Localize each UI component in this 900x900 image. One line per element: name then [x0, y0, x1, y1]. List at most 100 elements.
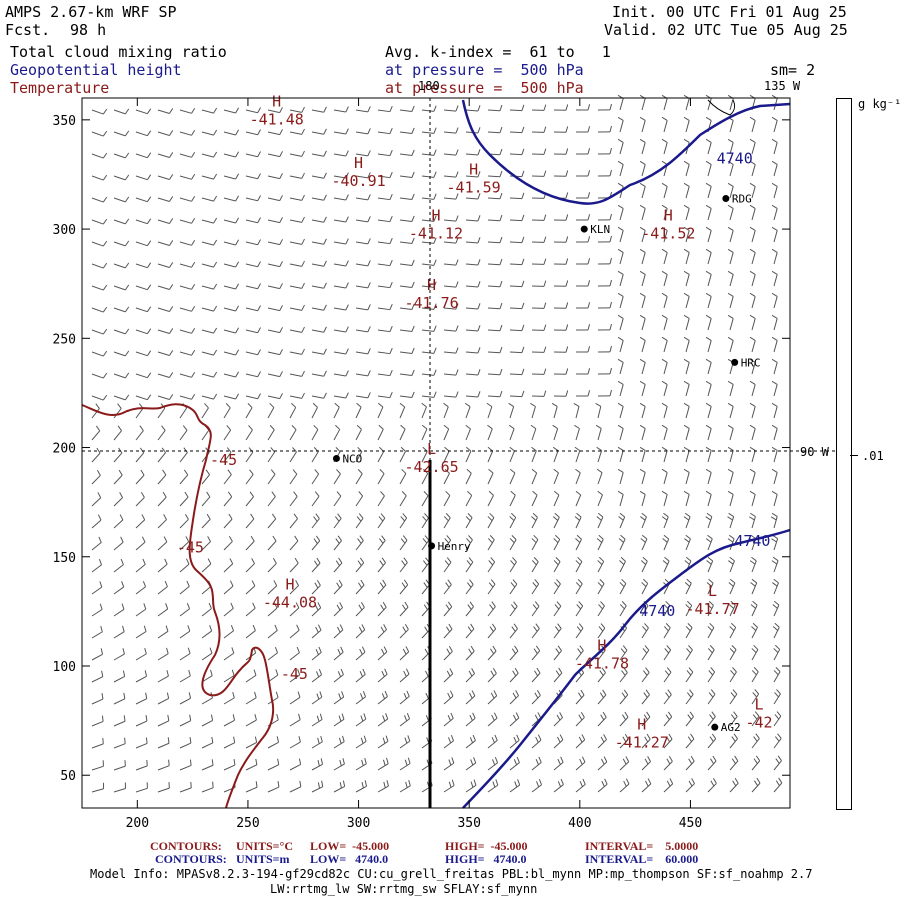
- wind-barb: [771, 556, 779, 573]
- wind-barb: [749, 512, 756, 529]
- wind-barb: [465, 535, 473, 551]
- wind-barb: [201, 625, 213, 639]
- wind-barb: [705, 534, 713, 551]
- wind-barb: [201, 371, 218, 378]
- wind-barb: [201, 491, 211, 507]
- wind-barb: [749, 248, 756, 265]
- wind-barb: [551, 402, 558, 419]
- wind-barb: [289, 469, 298, 485]
- wind-barb: [597, 103, 613, 111]
- wind-barb: [223, 217, 240, 224]
- wind-barb: [135, 670, 148, 683]
- wind-barb: [465, 391, 481, 398]
- wind-barb: [749, 380, 756, 397]
- wind-barb: [619, 711, 629, 727]
- wind-barb: [662, 534, 670, 551]
- wind-barb: [157, 670, 169, 683]
- wind-barb: [531, 689, 541, 705]
- wind-barb: [223, 195, 240, 202]
- wind-barb: [157, 603, 169, 617]
- wind-barb: [706, 578, 714, 595]
- wind-barb: [685, 645, 693, 661]
- wind-barb: [223, 173, 240, 180]
- wind-barb: [487, 690, 498, 705]
- wind-barb: [771, 380, 778, 397]
- wind-barb: [443, 490, 451, 507]
- wind-barb: [377, 601, 387, 617]
- wind-barb: [661, 248, 668, 265]
- wind-barb: [179, 261, 196, 268]
- wind-barb: [201, 283, 218, 290]
- wind-barb: [443, 557, 452, 573]
- wind-barb: [135, 284, 152, 291]
- wind-barb: [91, 394, 108, 401]
- x-tick-label: 200: [126, 816, 149, 831]
- wind-barb: [663, 755, 673, 771]
- wind-barb: [617, 402, 624, 419]
- wind-barb: [311, 557, 321, 573]
- wind-barb: [639, 446, 646, 463]
- wind-barb: [465, 468, 472, 485]
- wind-barb: [245, 349, 262, 356]
- station-label: Henry: [438, 540, 471, 553]
- wind-barb: [729, 777, 739, 793]
- wind-barb: [487, 280, 503, 288]
- wind-barb: [575, 623, 584, 639]
- wind-barb: [727, 534, 735, 551]
- wind-barb: [245, 425, 253, 441]
- wind-barb: [113, 394, 130, 401]
- wind-barb: [377, 281, 393, 289]
- wind-barb: [179, 393, 196, 400]
- wind-barb: [639, 336, 646, 353]
- wind-barb: [91, 670, 104, 683]
- wind-barb: [421, 281, 437, 288]
- wind-barb: [661, 380, 668, 397]
- extremum-type: H: [272, 93, 281, 111]
- extremum-value: -41.12: [409, 224, 463, 242]
- wind-barb: [641, 667, 650, 683]
- wind-barb: [509, 346, 525, 354]
- wind-barb: [377, 690, 388, 705]
- wind-barb: [421, 215, 437, 222]
- wind-barb: [639, 116, 646, 133]
- wind-barb: [377, 369, 393, 377]
- wind-barb: [773, 711, 782, 727]
- wind-barb: [333, 392, 349, 399]
- wind-barb: [245, 781, 258, 793]
- wind-barb: [333, 402, 340, 419]
- wind-barb: [245, 305, 262, 312]
- wind-barb: [683, 490, 690, 507]
- y-tick-label: 200: [53, 442, 76, 457]
- wind-barb: [639, 380, 646, 397]
- wind-barb: [575, 346, 591, 353]
- extremum-type: H: [597, 637, 606, 655]
- valid-time: Valid. 02 UTC Tue 05 Aug 25: [604, 21, 848, 39]
- wind-barb: [135, 603, 147, 617]
- wind-barb: [289, 691, 301, 705]
- wind-barb: [749, 490, 756, 507]
- wind-barb: [223, 647, 235, 661]
- wind-barb: [661, 138, 668, 155]
- wind-barb: [223, 535, 233, 551]
- wind-barb: [597, 323, 613, 331]
- wind-barb: [377, 391, 393, 399]
- wind-barb: [531, 645, 541, 661]
- wind-barb: [465, 347, 481, 354]
- wind-barb: [355, 238, 371, 245]
- wind-barb: [91, 760, 104, 771]
- wind-barb: [729, 733, 738, 749]
- wind-barb: [421, 468, 429, 485]
- wind-barb: [377, 780, 389, 793]
- wind-barb: [245, 580, 256, 595]
- wind-barb: [553, 324, 569, 331]
- wind-barb: [91, 715, 104, 727]
- wind-barb: [639, 358, 646, 375]
- wind-barb: [619, 578, 627, 595]
- pressure-height: at pressure = 500 hPa: [385, 61, 584, 79]
- wind-barb: [705, 226, 712, 243]
- wind-barb: [267, 173, 283, 180]
- wind-barb: [267, 349, 283, 356]
- wind-barb: [597, 235, 613, 243]
- height-contours-low: LOW= 4740.0: [310, 852, 389, 866]
- wind-barb: [157, 350, 174, 356]
